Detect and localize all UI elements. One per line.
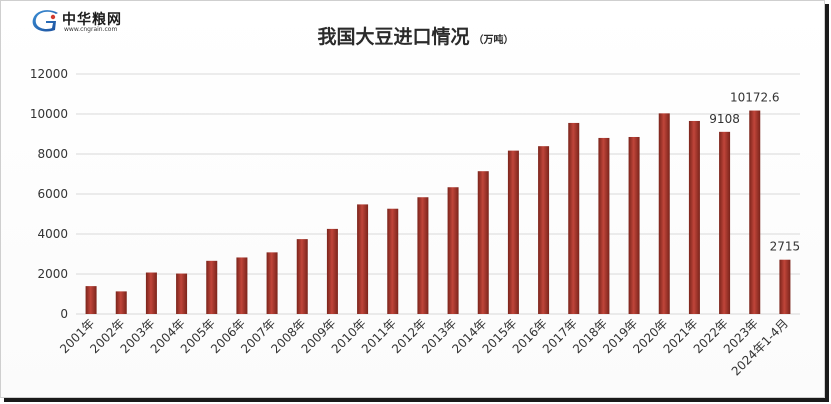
y-tick-label: 10000 bbox=[30, 107, 68, 121]
bars bbox=[85, 110, 791, 315]
bar bbox=[719, 131, 731, 314]
bar bbox=[357, 204, 369, 314]
y-tick-label: 6000 bbox=[37, 187, 68, 201]
x-axis: 2001年2002年2003年2004年2005年2006年2007年2008年… bbox=[57, 316, 791, 378]
bar bbox=[658, 113, 670, 314]
y-tick-label: 4000 bbox=[37, 227, 68, 241]
bar bbox=[176, 273, 188, 314]
y-tick-label: 0 bbox=[60, 307, 68, 321]
y-tick-label: 12000 bbox=[30, 67, 68, 81]
bar bbox=[296, 239, 308, 314]
chart-title: 我国大豆进口情况 bbox=[317, 26, 470, 48]
bar bbox=[749, 110, 761, 314]
bar bbox=[266, 252, 278, 314]
data-label: 2715 bbox=[770, 240, 801, 254]
bar bbox=[326, 228, 338, 314]
bar bbox=[236, 257, 248, 314]
bar bbox=[115, 291, 127, 314]
bar bbox=[85, 286, 97, 314]
bar bbox=[417, 197, 429, 314]
y-tick-label: 2000 bbox=[37, 267, 68, 281]
gridlines bbox=[76, 73, 800, 315]
bar bbox=[507, 150, 519, 314]
y-tick-label: 8000 bbox=[37, 147, 68, 161]
bar bbox=[145, 272, 157, 314]
data-label: 10172.6 bbox=[730, 91, 780, 105]
brand-logo-icon bbox=[32, 10, 58, 32]
brand-url: www.cngrain.com bbox=[64, 26, 118, 33]
bar bbox=[628, 136, 640, 314]
y-axis: 0 2000 4000 6000 8000 10000 12000 bbox=[30, 67, 68, 321]
bar bbox=[568, 122, 580, 314]
bar bbox=[206, 260, 218, 314]
chart-frame bbox=[0, 0, 825, 398]
bar bbox=[688, 120, 700, 315]
brand-logo: 中华粮网 www.cngrain.com bbox=[32, 8, 162, 34]
bar bbox=[598, 137, 610, 314]
chart-unit: （万吨） bbox=[473, 35, 514, 46]
bar bbox=[447, 187, 459, 314]
bar bbox=[538, 146, 550, 314]
bar bbox=[779, 259, 791, 314]
bar bbox=[387, 208, 399, 314]
chart-title-row: 我国大豆进口情况 （万吨） bbox=[0, 22, 831, 49]
brand-name: 中华粮网 bbox=[62, 12, 122, 28]
bar bbox=[477, 171, 489, 314]
data-labels: 9108 10172.6 2715 bbox=[709, 91, 800, 254]
data-label: 9108 bbox=[709, 112, 740, 126]
